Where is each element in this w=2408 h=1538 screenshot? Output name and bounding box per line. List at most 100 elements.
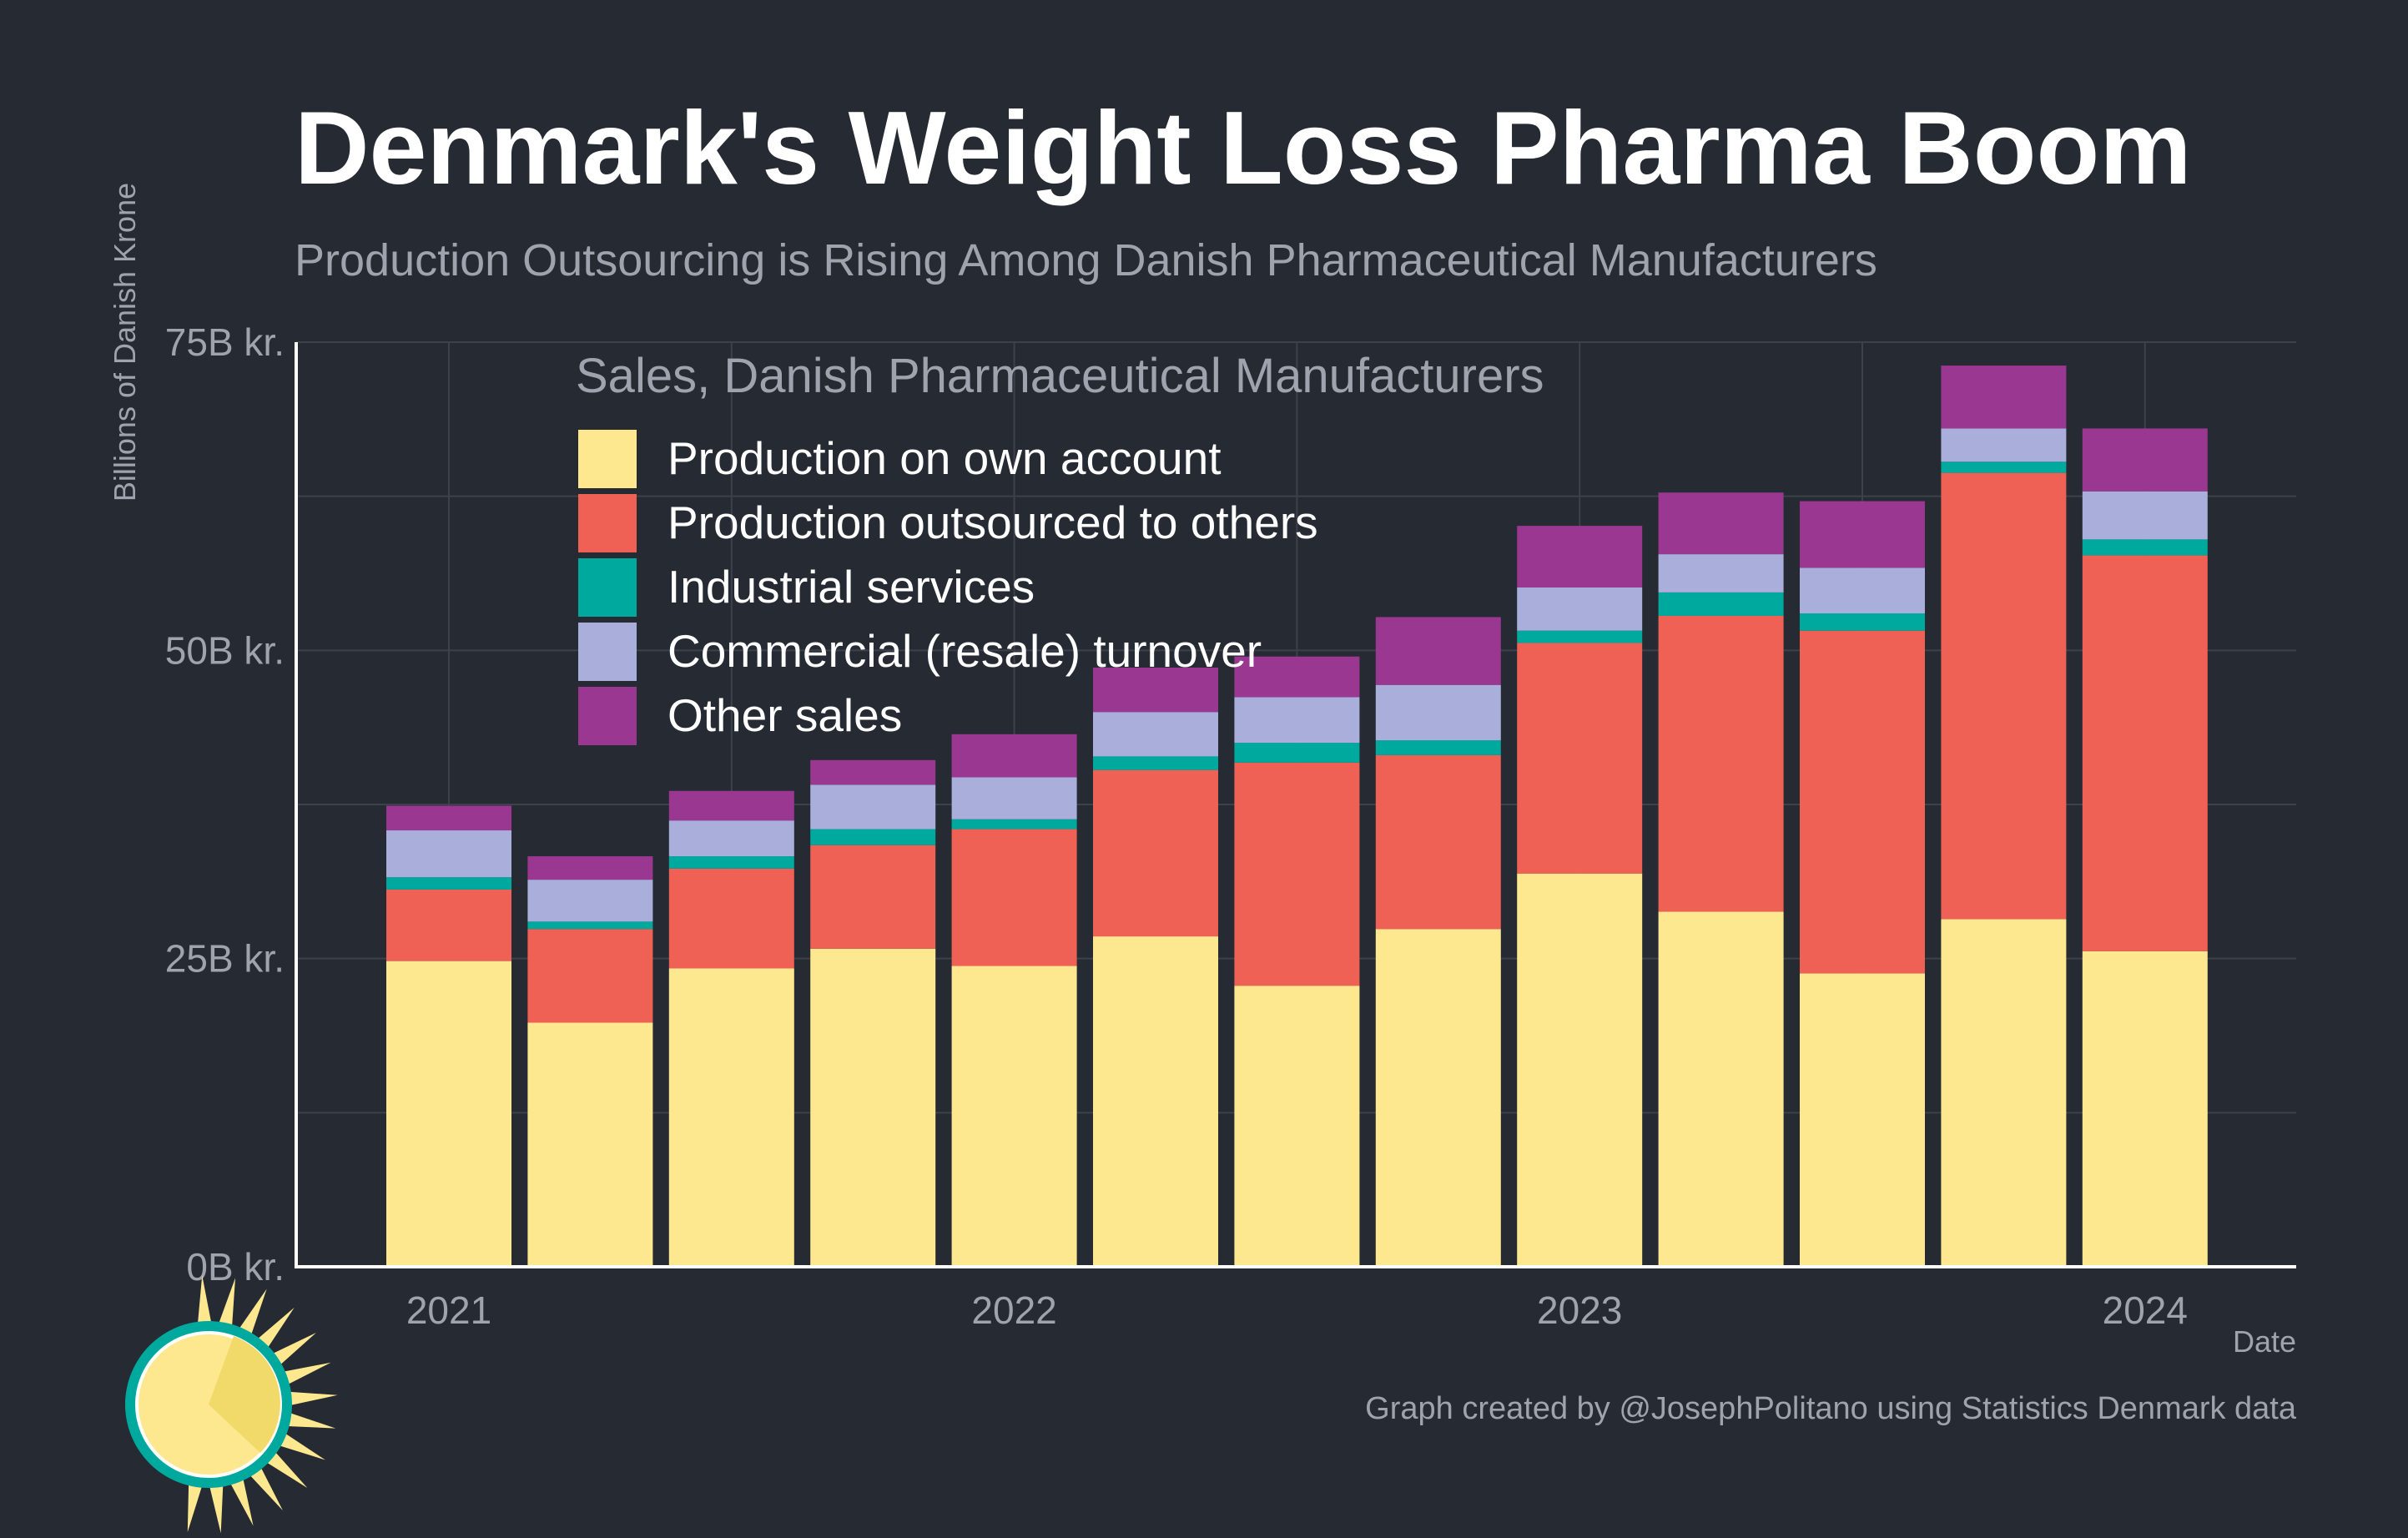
bar-segment-other-sales: [1517, 526, 1643, 587]
sun-rays-icon: [187, 1275, 338, 1534]
y-axis-title: Billions of Danish Krone: [108, 183, 142, 502]
bar-segment-other-sales: [386, 805, 511, 831]
bar-segment-production-outsourced-to-others: [810, 845, 936, 949]
bar-segment-commercial-resale-turnover: [1941, 428, 2067, 462]
legend-title: Sales, Danish Pharmaceutical Manufacture…: [576, 349, 1544, 403]
bar-segment-production-on-own-account: [1517, 873, 1643, 1267]
y-tick-label: 50B kr.: [165, 628, 285, 672]
sun-ray-icon: [187, 1480, 204, 1532]
sun-logo: [125, 1275, 338, 1534]
bar-segment-industrial-services: [810, 829, 936, 845]
bar-segment-production-outsourced-to-others: [386, 889, 511, 961]
legend-swatch: [578, 623, 637, 681]
bar-segment-industrial-services: [527, 921, 653, 930]
bar-segment-industrial-services: [1375, 740, 1501, 755]
axes: [295, 342, 2296, 1268]
bar-segment-production-outsourced-to-others: [1941, 472, 2067, 920]
bar-segment-production-outsourced-to-others: [527, 929, 653, 1023]
bars: [386, 366, 2208, 1267]
bar-segment-commercial-resale-turnover: [386, 830, 511, 878]
sun-ray-icon: [285, 1412, 336, 1429]
sun-ray-icon: [248, 1465, 283, 1510]
bar-segment-industrial-services: [1517, 630, 1643, 643]
y-tick-label: 75B kr.: [165, 320, 285, 364]
bar-segment-production-outsourced-to-others: [668, 868, 794, 969]
bar-segment-industrial-services: [1658, 592, 1784, 616]
legend: Production on own account Production outs…: [578, 430, 1318, 745]
sun-shade-icon: [209, 1336, 280, 1453]
bar-segment-commercial-resale-turnover: [527, 880, 653, 922]
bar-segment-industrial-services: [1234, 743, 1360, 763]
bar-segment-commercial-resale-turnover: [1517, 587, 1643, 631]
bar-segment-production-outsourced-to-others: [2082, 555, 2208, 951]
x-axis-title: Date: [2233, 1324, 2296, 1359]
bar-segment-industrial-services: [1800, 613, 1925, 631]
bar-segment-industrial-services: [668, 856, 794, 869]
bar-segment-production-on-own-account: [668, 968, 794, 1267]
bar-segment-production-on-own-account: [951, 966, 1077, 1267]
bar-segment-other-sales: [1234, 656, 1360, 698]
sun-ray-icon: [209, 1482, 224, 1534]
bar-segment-production-on-own-account: [1375, 929, 1501, 1267]
bar-segment-production-on-own-account: [1941, 919, 2067, 1267]
bar-segment-production-outsourced-to-others: [1800, 630, 1925, 974]
sun-ray-icon: [276, 1431, 325, 1460]
y-tick-label: 25B kr.: [165, 937, 285, 981]
bar-segment-production-on-own-account: [386, 961, 511, 1267]
legend-swatch: [578, 430, 637, 488]
bar-segment-production-on-own-account: [810, 948, 936, 1267]
bar-segment-commercial-resale-turnover: [951, 777, 1077, 819]
bar-segment-production-outsourced-to-others: [1658, 615, 1784, 912]
bar-segment-other-sales: [1375, 617, 1501, 685]
sun-ray-icon: [237, 1288, 267, 1338]
sun-ray-icon: [270, 1332, 316, 1367]
bar-segment-industrial-services: [1941, 461, 2067, 473]
chart-subtitle: Production Outsourcing is Rising Among D…: [295, 235, 1877, 285]
bar-segment-production-on-own-account: [1093, 936, 1218, 1267]
legend-label: Industrial services: [667, 561, 1035, 613]
bar-segment-production-outsourced-to-others: [1517, 643, 1643, 874]
bar-segment-production-outsourced-to-others: [1375, 754, 1501, 930]
x-tick-label: 2024: [2103, 1288, 2188, 1332]
legend-label: Production outsourced to others: [667, 497, 1318, 548]
sun-ray-icon: [229, 1475, 254, 1526]
chart-title: Denmark's Weight Loss Pharma Boom: [295, 91, 2192, 206]
bar-segment-other-sales: [951, 734, 1077, 778]
x-tick-label: 2023: [1537, 1288, 1622, 1332]
bar-segment-other-sales: [2082, 428, 2208, 492]
bar-segment-production-on-own-account: [1234, 986, 1360, 1267]
bar-segment-production-on-own-account: [1658, 911, 1784, 1267]
bar-segment-commercial-resale-turnover: [1234, 697, 1360, 744]
bar-segment-other-sales: [1093, 668, 1218, 713]
bar-segment-industrial-services: [386, 877, 511, 890]
x-tick-label: 2022: [971, 1288, 1056, 1332]
bar-segment-industrial-services: [2082, 539, 2208, 556]
bar-segment-production-on-own-account: [1800, 973, 1925, 1267]
bar-segment-commercial-resale-turnover: [810, 784, 936, 830]
legend-swatch: [578, 558, 637, 617]
sun-ray-icon: [218, 1278, 236, 1329]
legend-label: Commercial (resale) turnover: [667, 625, 1262, 677]
chart-caption: Graph created by @JosephPolitano using S…: [1365, 1391, 2297, 1426]
bar-segment-industrial-services: [951, 819, 1077, 830]
bar-segment-other-sales: [1800, 501, 1925, 568]
bar-segment-production-outsourced-to-others: [951, 829, 1077, 966]
sun-ray-icon: [264, 1450, 308, 1489]
bar-segment-commercial-resale-turnover: [668, 820, 794, 857]
y-tick-label: 0B kr.: [186, 1245, 285, 1288]
bar-segment-other-sales: [1658, 492, 1784, 555]
bar-segment-commercial-resale-turnover: [1093, 712, 1218, 757]
bar-segment-other-sales: [668, 790, 794, 821]
bar-segment-production-outsourced-to-others: [1234, 762, 1360, 986]
bar-segment-other-sales: [810, 759, 936, 785]
bar-segment-commercial-resale-turnover: [1800, 567, 1925, 614]
sun-ray-icon: [197, 1275, 212, 1326]
legend-swatch: [578, 687, 637, 745]
legend-swatch: [578, 494, 637, 552]
bar-segment-commercial-resale-turnover: [1658, 554, 1784, 593]
bar-segment-commercial-resale-turnover: [1375, 684, 1501, 741]
sun-ray-icon: [286, 1391, 338, 1406]
sun-ray-icon: [280, 1362, 331, 1386]
